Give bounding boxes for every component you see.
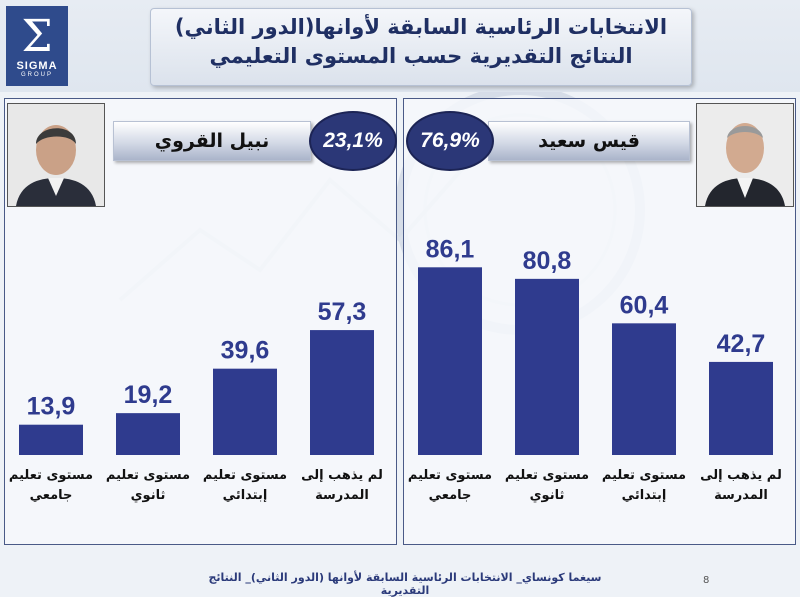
category-label: لم يذهب إلى	[301, 468, 383, 483]
header: Σ SIGMA GROUP الانتخابات الرئاسية السابق…	[0, 0, 800, 92]
candidate-photo-saied	[696, 103, 794, 207]
portrait-icon	[697, 104, 793, 206]
category-label: ثانوي	[131, 488, 166, 503]
category-label: مستوى تعليم	[408, 468, 492, 483]
bar-chart-karoui: 13,9 مستوى تعليم جامعي 19,2 مستوى تعليم ثانوي…	[9, 298, 383, 503]
bar	[116, 413, 180, 455]
category-label: مستوى تعليم	[203, 468, 287, 483]
logo-name: SIGMA	[16, 60, 58, 72]
category-label: مستوى تعليم	[106, 468, 190, 483]
data-label: 86,1	[426, 235, 475, 263]
data-label: 80,8	[523, 247, 572, 275]
category-label: إبتدائي	[223, 488, 268, 503]
percent-badge-karoui: 23,1%	[309, 111, 397, 171]
title-box: الانتخابات الرئاسية السابقة لأوانها(الدو…	[150, 8, 692, 86]
bar	[19, 424, 83, 455]
bar	[709, 361, 773, 455]
bar	[310, 330, 374, 455]
page-title: الانتخابات الرئاسية السابقة لأوانها(الدو…	[174, 15, 668, 39]
data-label: 19,2	[124, 381, 173, 409]
logo-sub: GROUP	[20, 72, 53, 78]
bar	[213, 368, 277, 455]
category-label: ثانوي	[530, 488, 565, 503]
portrait-icon	[8, 104, 104, 206]
category-label: مستوى تعليم	[9, 468, 93, 483]
category-label: جامعي	[30, 488, 73, 503]
sigma-symbol-icon: Σ	[21, 11, 53, 62]
data-label: 13,9	[27, 393, 76, 421]
category-label: جامعي	[429, 488, 472, 503]
candidate-name-saied: قيس سعيد	[488, 121, 690, 161]
bar-chart-saied: 86,1 مستوى تعليم جامعي 80,8 مستوى تعليم ثانوي…	[408, 235, 782, 503]
data-label: 60,4	[620, 291, 669, 319]
panel-saied: قيس سعيد 76,9% 86,1 مستوى تعليم جامعي 80,8 م…	[403, 98, 796, 545]
category-label: مستوى تعليم	[505, 468, 589, 483]
page-subtitle: النتائج التقديرية حسب المستوى التعليمي	[209, 44, 633, 68]
sigma-logo: Σ SIGMA GROUP	[6, 6, 68, 86]
category-label: المدرسة	[714, 488, 768, 503]
category-label: مستوى تعليم	[602, 468, 686, 483]
category-label: إبتدائي	[622, 488, 667, 503]
panel-karoui: نبيل القروي 23,1% 13,9 مستوى تعليم جامعي 19…	[4, 98, 397, 545]
bar	[515, 278, 579, 455]
category-label: لم يذهب إلى	[700, 468, 782, 483]
footer-caption: سيغما كونساي_ الانتخابات الرئاسية السابق…	[208, 571, 602, 597]
bar	[612, 323, 676, 455]
candidate-name-karoui: نبيل القروي	[113, 121, 311, 161]
data-label: 42,7	[717, 330, 766, 358]
page-number: 8	[703, 575, 710, 586]
data-label: 39,6	[221, 337, 270, 365]
data-label: 57,3	[318, 298, 367, 326]
category-label: المدرسة	[315, 488, 369, 503]
bar	[418, 267, 482, 455]
percent-badge-saied: 76,9%	[406, 111, 494, 171]
candidate-photo-karoui	[7, 103, 105, 207]
